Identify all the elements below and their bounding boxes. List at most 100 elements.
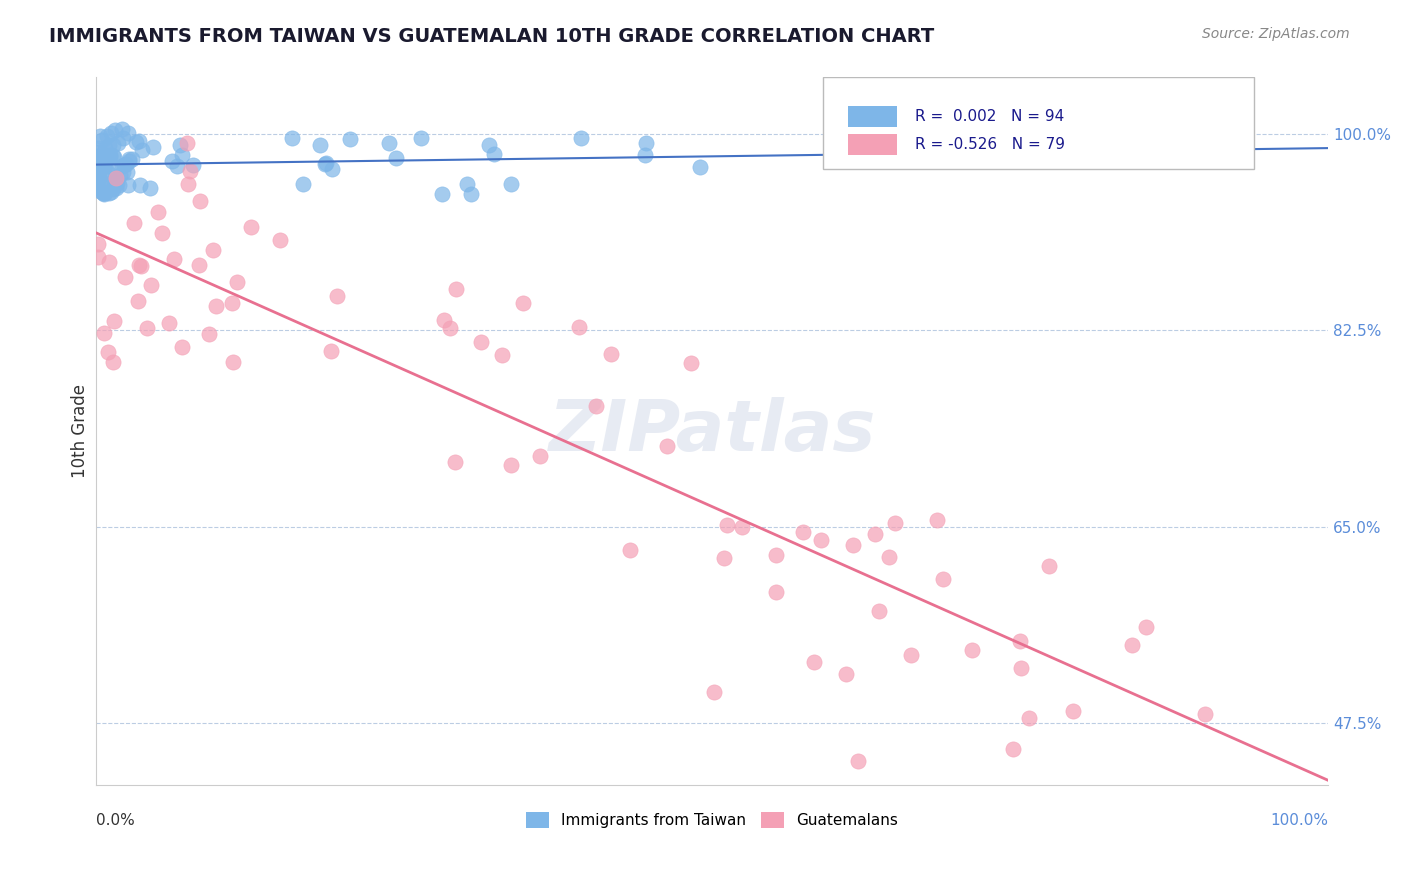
Text: 0.0%: 0.0% <box>96 814 135 828</box>
Point <box>117 154 139 169</box>
Point <box>101 138 124 153</box>
Point <box>240 220 263 235</box>
Point <box>93 186 115 201</box>
Point <box>131 143 153 157</box>
Point <box>499 458 522 472</box>
Point <box>86 149 108 163</box>
Point <box>101 354 124 368</box>
Point <box>202 243 225 257</box>
Point <box>104 171 127 186</box>
Point <box>160 153 183 168</box>
Point <box>765 585 787 599</box>
Point <box>89 149 111 163</box>
Point <box>190 194 212 209</box>
Point <box>932 572 955 586</box>
Point <box>91 153 114 168</box>
Point <box>634 136 657 150</box>
Point <box>269 234 291 248</box>
Text: IMMIGRANTS FROM TAIWAN VS GUATEMALAN 10TH GRADE CORRELATION CHART: IMMIGRANTS FROM TAIWAN VS GUATEMALAN 10T… <box>49 27 935 45</box>
Point <box>128 135 150 149</box>
Point <box>97 167 120 181</box>
Point <box>478 137 501 152</box>
Point <box>94 181 117 195</box>
Point <box>309 138 332 153</box>
FancyBboxPatch shape <box>848 134 897 155</box>
Point <box>444 282 467 296</box>
Point <box>568 319 591 334</box>
Point <box>115 165 138 179</box>
Point <box>499 177 522 191</box>
Point <box>108 168 131 182</box>
Point <box>834 666 856 681</box>
Point <box>883 516 905 531</box>
Point <box>139 277 162 292</box>
Point <box>1194 707 1216 722</box>
Point <box>432 186 454 201</box>
Point <box>103 162 125 177</box>
Point <box>169 138 191 153</box>
Point <box>491 348 513 362</box>
Point <box>470 334 492 349</box>
Point <box>292 177 315 191</box>
Text: 100.0%: 100.0% <box>1270 814 1329 828</box>
Point <box>91 185 114 199</box>
Point <box>183 158 205 172</box>
Point <box>87 169 110 183</box>
Point <box>115 157 138 171</box>
Point <box>86 175 108 189</box>
Point <box>98 148 121 162</box>
Point <box>1062 704 1084 718</box>
Point <box>98 137 121 152</box>
Point <box>142 140 165 154</box>
Point <box>1018 711 1040 725</box>
Point <box>1010 634 1032 648</box>
Point <box>585 399 607 413</box>
Point <box>121 153 143 167</box>
Point <box>87 237 110 252</box>
Point <box>112 165 135 179</box>
Point <box>94 142 117 156</box>
Point <box>138 181 160 195</box>
Point <box>118 152 141 166</box>
Point <box>112 158 135 172</box>
Point <box>529 449 551 463</box>
Point <box>803 656 825 670</box>
Point <box>221 296 243 310</box>
Point <box>225 275 247 289</box>
Point <box>321 162 343 177</box>
Point <box>87 166 110 180</box>
Point <box>281 131 304 145</box>
Point <box>314 157 336 171</box>
Point <box>90 133 112 147</box>
Point <box>89 150 111 164</box>
Point <box>91 176 114 190</box>
Point <box>716 517 738 532</box>
Point <box>98 186 121 200</box>
Point <box>129 260 152 274</box>
Point <box>117 126 139 140</box>
Text: R =  0.002   N = 94: R = 0.002 N = 94 <box>915 109 1064 124</box>
Point <box>689 161 711 175</box>
Point <box>877 549 900 564</box>
Point <box>91 186 114 200</box>
Point <box>177 177 200 191</box>
Point <box>703 685 725 699</box>
Point <box>176 136 198 150</box>
Point <box>321 344 343 359</box>
Point <box>94 149 117 163</box>
Point <box>117 178 139 193</box>
Point <box>96 163 118 178</box>
Point <box>86 173 108 187</box>
Point <box>569 131 592 145</box>
Point <box>87 157 110 171</box>
Point <box>1002 742 1025 756</box>
Point <box>150 227 173 241</box>
Point <box>104 122 127 136</box>
Point <box>89 184 111 198</box>
Point <box>87 140 110 154</box>
Point <box>411 131 433 145</box>
Point <box>103 174 125 188</box>
Point <box>681 356 703 370</box>
Point <box>657 439 679 453</box>
Point <box>93 326 115 340</box>
